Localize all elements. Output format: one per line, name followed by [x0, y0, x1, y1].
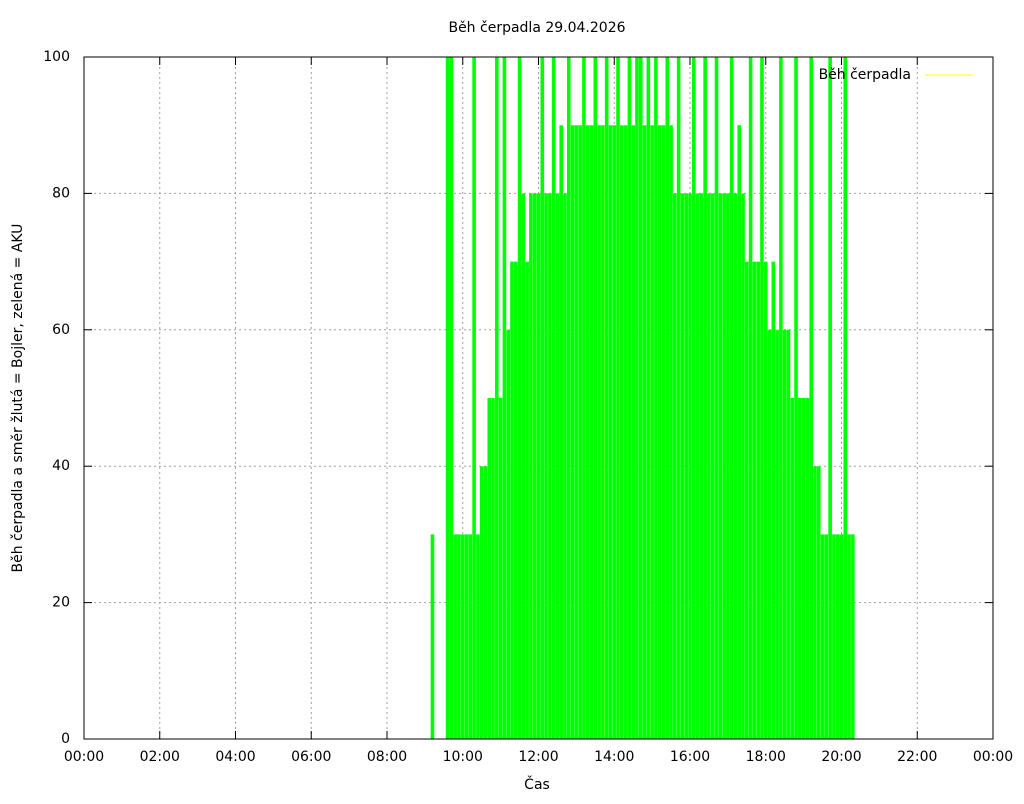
chart-title: Běh čerpadla 29.04.2026	[448, 20, 625, 36]
x-tick-label: 18:00	[746, 749, 786, 765]
x-tick-label: 06:00	[291, 749, 331, 765]
x-axis-label: Čas	[524, 775, 550, 793]
legend-label: Běh čerpadla	[819, 67, 911, 83]
x-tick-label: 14:00	[594, 749, 634, 765]
plot-border	[83, 56, 994, 740]
x-tick-label: 00:00	[973, 749, 1013, 765]
y-tick-label: 20	[52, 595, 70, 611]
x-tick-label: 04:00	[215, 749, 255, 765]
x-tick-label: 12:00	[518, 749, 558, 765]
x-tick-label: 16:00	[670, 749, 710, 765]
y-tick-label: 60	[52, 322, 70, 338]
x-tick-label: 00:00	[64, 749, 104, 765]
x-tick-label: 20:00	[821, 749, 861, 765]
y-tick-label: 100	[43, 49, 70, 65]
y-axis-label: Běh čerpadla a směr žlutá = Bojler, zele…	[10, 224, 26, 573]
y-tick-label: 80	[52, 185, 70, 201]
x-tick-label: 22:00	[897, 749, 937, 765]
x-tick-label: 08:00	[367, 749, 407, 765]
y-tick-label: 40	[52, 458, 70, 474]
x-tick-label: 10:00	[443, 749, 483, 765]
x-tick-label: 02:00	[140, 749, 180, 765]
y-tick-label: 0	[61, 731, 70, 747]
